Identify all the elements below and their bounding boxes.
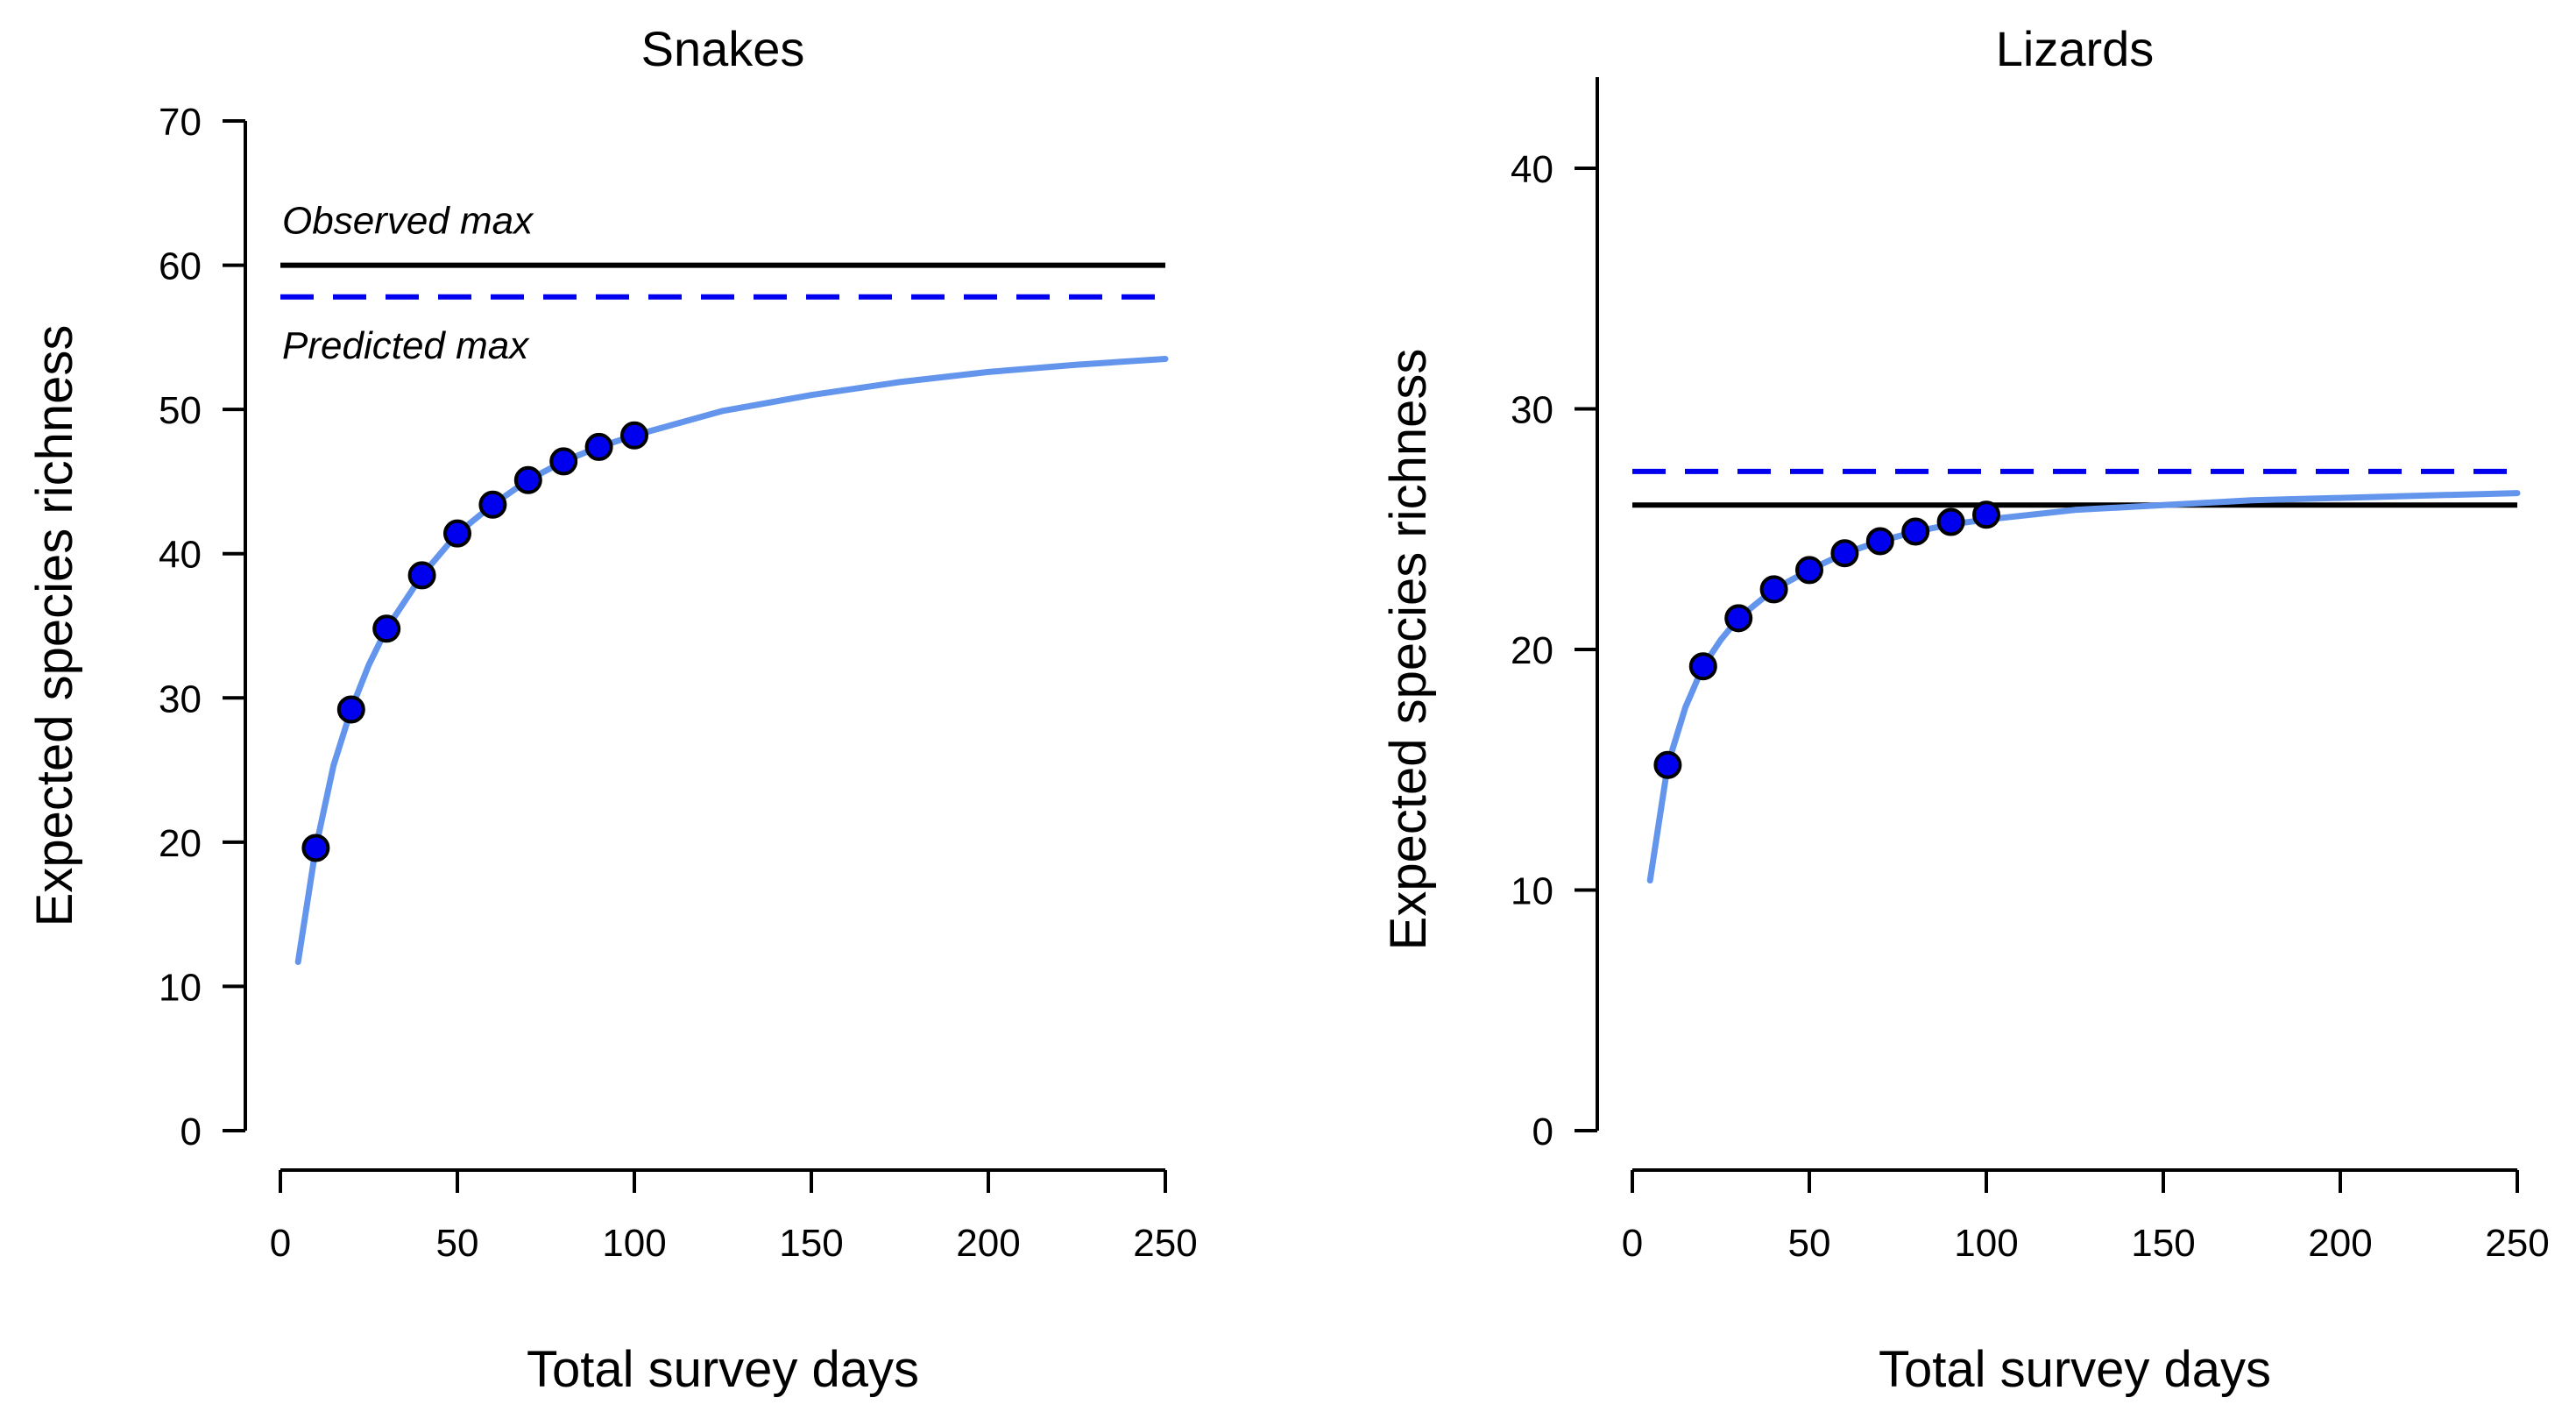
x-tick-label: 50: [436, 1222, 479, 1265]
y-tick-label: 50: [159, 389, 202, 432]
data-point: [478, 490, 507, 519]
y-tick-label: 40: [159, 534, 202, 577]
fitted-curve: [1646, 490, 2521, 883]
y-tick-label: 30: [159, 678, 202, 720]
x-tick-label: 250: [2485, 1222, 2549, 1265]
y-tick-label: 30: [1511, 389, 1553, 432]
panel-snakes: Snakes 0 10 20 30 40 50 60 70 0 50 100 150 200 250 Tota…: [26, 21, 1198, 1398]
x-axis-label: Total survey days: [527, 1341, 919, 1398]
panel-lizards: Lizards 0 10 20 30 40 0 50 100 150 200 250 Total sur…: [1380, 21, 2550, 1398]
data-point: [1830, 539, 1859, 568]
data-point: [1972, 500, 2000, 529]
data-point: [1724, 604, 1753, 633]
y-tick-label: 70: [159, 101, 202, 144]
data-point: [301, 834, 330, 862]
chart-title: Snakes: [641, 21, 805, 76]
data-point: [1759, 575, 1788, 604]
predicted-max-label: Predicted max: [282, 324, 530, 367]
y-tick-label: 0: [1532, 1110, 1553, 1153]
y-tick-label: 20: [159, 822, 202, 865]
x-tick-label: 250: [1133, 1222, 1197, 1265]
y-tick-label: 40: [1511, 148, 1553, 191]
x-tick-label: 0: [1622, 1222, 1643, 1265]
data-point: [407, 561, 436, 590]
y-tick-label: 0: [180, 1110, 202, 1153]
data-point: [336, 695, 365, 724]
y-tick-label: 20: [1511, 629, 1553, 672]
data-point: [443, 519, 471, 548]
data-point: [1901, 517, 1930, 546]
y-axis-label: Expected species richness: [1380, 349, 1437, 951]
x-tick-label: 200: [2308, 1222, 2372, 1265]
x-tick-label: 150: [779, 1222, 843, 1265]
x-tick-label: 50: [1788, 1222, 1831, 1265]
data-point: [1795, 556, 1823, 585]
data-point: [513, 465, 542, 494]
y-tick-label: 10: [159, 966, 202, 1009]
x-tick-label: 100: [1954, 1222, 2018, 1265]
y-tick-label: 60: [159, 245, 202, 288]
y-tick-label: 10: [1511, 870, 1553, 913]
chart-title: Lizards: [1996, 21, 2155, 76]
data-point: [1936, 507, 1965, 536]
data-point: [549, 447, 578, 476]
x-tick-label: 0: [270, 1222, 291, 1265]
data-point: [372, 614, 401, 643]
observed-max-label: Observed max: [282, 200, 534, 243]
data-point: [1688, 652, 1717, 681]
x-tick-label: 100: [602, 1222, 666, 1265]
data-point: [584, 432, 613, 461]
data-point: [620, 421, 648, 450]
data-point: [1653, 750, 1682, 779]
data-point: [1865, 527, 1894, 556]
x-tick-label: 150: [2131, 1222, 2195, 1265]
x-tick-label: 200: [956, 1222, 1020, 1265]
x-axis-label: Total survey days: [1879, 1341, 2271, 1398]
fitted-curve: [294, 356, 1169, 965]
y-axis-label: Expected species richness: [26, 325, 83, 927]
